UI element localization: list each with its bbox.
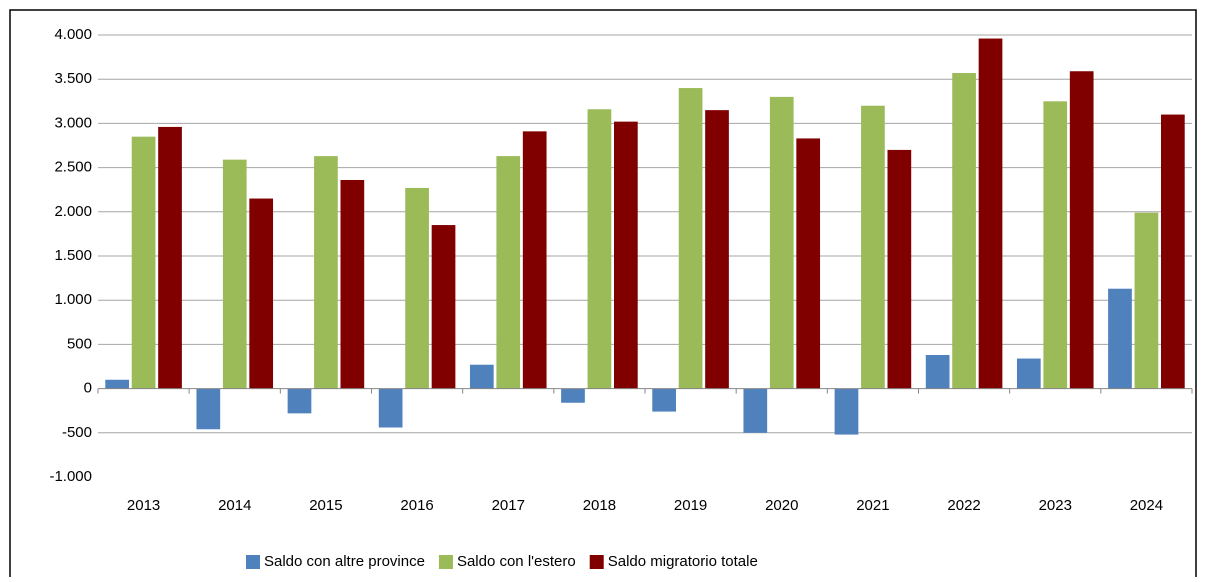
legend-swatch (589, 555, 604, 569)
x-tick-label: 2021 (856, 497, 889, 514)
chart-border (9, 9, 1197, 582)
x-tick-label: 2013 (127, 497, 160, 514)
legend-label: Saldo con altre province (264, 553, 425, 570)
legend-swatch (246, 555, 260, 569)
bar (1161, 114, 1185, 389)
bar (431, 225, 456, 389)
bar (378, 388, 403, 428)
x-tick-label: 2017 (492, 497, 525, 514)
bar (925, 355, 950, 389)
y-tick-label: 3.000 (54, 114, 92, 131)
bar (340, 179, 365, 389)
y-tick-label: 2.500 (54, 159, 92, 176)
bar (887, 149, 912, 389)
x-tick-label: 2022 (947, 497, 980, 514)
legend-swatch (438, 555, 453, 569)
bar (496, 156, 521, 389)
legend-label: Saldo con l'estero (457, 553, 576, 570)
bar (1108, 288, 1132, 389)
bar (561, 388, 585, 403)
bar (196, 388, 221, 430)
x-tick-label: 2018 (583, 497, 616, 514)
bar (131, 136, 156, 389)
bar (105, 379, 129, 389)
y-tick-label: 2.000 (54, 203, 92, 220)
x-tick-label: 2020 (765, 497, 798, 514)
x-tick-label: 2024 (1130, 497, 1163, 514)
x-tick-label: 2023 (1039, 497, 1072, 514)
legend-label: Saldo migratorio totale (608, 553, 758, 570)
bar (587, 109, 612, 389)
bar (978, 38, 1003, 389)
bar (249, 198, 274, 389)
bar (614, 121, 638, 389)
bar (796, 138, 821, 389)
bar (222, 159, 247, 389)
bar (314, 156, 338, 389)
bar (743, 388, 768, 433)
bar (158, 126, 182, 389)
y-tick-label: 500 (67, 335, 92, 352)
y-tick-label: 4.000 (54, 26, 92, 43)
bar (861, 105, 885, 389)
bar (834, 388, 859, 435)
bar (405, 187, 429, 389)
y-tick-label: 3.500 (54, 70, 92, 87)
bar (952, 73, 976, 389)
y-tick-label: -1.000 (49, 468, 92, 485)
y-tick-label: 1.500 (54, 247, 92, 264)
bar (678, 88, 703, 389)
bar (769, 96, 794, 389)
bar (1016, 358, 1041, 389)
y-tick-label: -500 (62, 424, 92, 441)
bar (469, 364, 494, 389)
bar (1134, 212, 1159, 389)
bar (705, 110, 729, 389)
y-tick-label: 0 (84, 380, 92, 397)
bar (1043, 101, 1068, 389)
bar (652, 388, 676, 412)
y-tick-label: 1.000 (54, 291, 92, 308)
bar (1069, 71, 1094, 389)
x-tick-label: 2019 (674, 497, 707, 514)
bar (522, 131, 547, 389)
x-tick-label: 2014 (218, 497, 251, 514)
x-tick-label: 2015 (309, 497, 342, 514)
bar (287, 388, 312, 414)
x-tick-label: 2016 (400, 497, 433, 514)
